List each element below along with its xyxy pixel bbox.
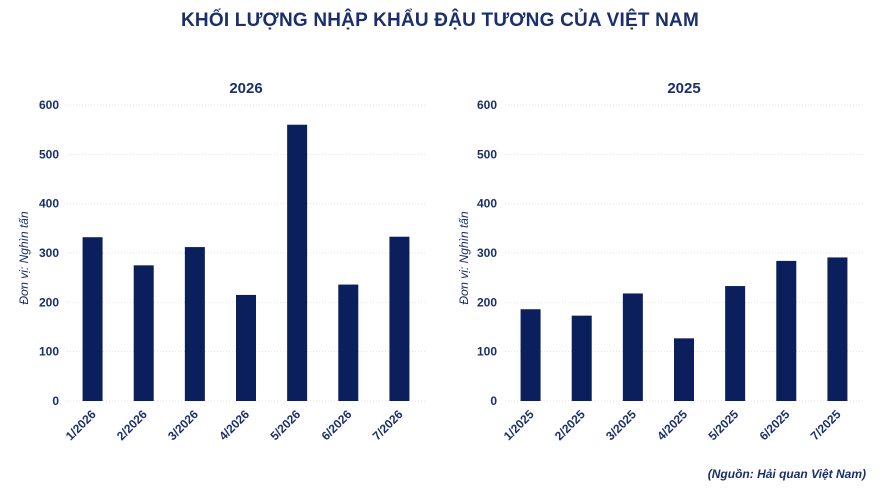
y-tick-label: 400 (477, 197, 497, 211)
x-tick-label: 7/2026 (370, 407, 406, 443)
bar (133, 265, 154, 401)
bar (674, 338, 694, 401)
y-tick-label: 500 (477, 147, 497, 161)
y-tick-label: 600 (39, 98, 59, 112)
bar (622, 293, 643, 401)
y-tick-label: 0 (52, 394, 59, 408)
x-tick-label: 4/2026 (216, 407, 252, 443)
bar (725, 286, 746, 401)
bar (520, 309, 541, 401)
bar (776, 260, 797, 401)
y-tick-label: 200 (39, 295, 59, 309)
y-axis-label: Đơn vị: Nghìn tấn (17, 211, 31, 305)
bar (236, 294, 256, 401)
x-tick-label: 6/2026 (319, 407, 355, 443)
x-tick-label: 7/2025 (808, 407, 844, 443)
y-axis-label: Đơn vị: Nghìn tấn (457, 211, 471, 305)
source-note: (Nguồn: Hải quan Việt Nam) (707, 467, 866, 481)
bar (571, 315, 592, 401)
x-tick-label: 2/2026 (114, 407, 150, 443)
x-tick-label: 5/2026 (267, 407, 303, 443)
y-tick-label: 100 (477, 345, 497, 359)
bar (82, 237, 103, 401)
y-tick-label: 300 (477, 246, 497, 260)
chart-2026: 2026 0 100 200 300 400 500 600 Đơn vị: Nghìn tấn… (17, 80, 425, 443)
x-tick-label: 5/2025 (705, 407, 741, 443)
x-tick-label: 1/2026 (63, 407, 99, 443)
x-tick-label: 2/2025 (552, 407, 588, 443)
x-tick-label: 1/2025 (501, 407, 537, 443)
bar (287, 124, 308, 401)
chart-subtitle: 2026 (229, 80, 262, 97)
y-tick-label: 0 (490, 394, 497, 408)
chart-subtitle: 2025 (667, 80, 700, 97)
x-tick-label: 4/2025 (654, 407, 690, 443)
chart-2025: 2025 0 100 200 300 400 500 600 Đơn vị: Nghìn tấn… (457, 80, 863, 443)
y-tick-label: 300 (39, 246, 59, 260)
y-tick-label: 500 (39, 147, 59, 161)
x-tick-label: 3/2026 (165, 407, 201, 443)
y-tick-label: 200 (477, 295, 497, 309)
bar (338, 284, 359, 401)
y-tick-label: 100 (39, 345, 59, 359)
bar (184, 247, 205, 401)
bar (827, 257, 848, 401)
y-tick-label: 400 (39, 197, 59, 211)
bar (389, 236, 410, 401)
main-title: KHỐI LƯỢNG NHẬP KHẨU ĐẬU TƯƠNG CỦA VIỆT … (181, 10, 699, 31)
x-tick-label: 3/2025 (603, 407, 639, 443)
y-tick-label: 600 (477, 98, 497, 112)
x-tick-label: 6/2025 (757, 407, 793, 443)
